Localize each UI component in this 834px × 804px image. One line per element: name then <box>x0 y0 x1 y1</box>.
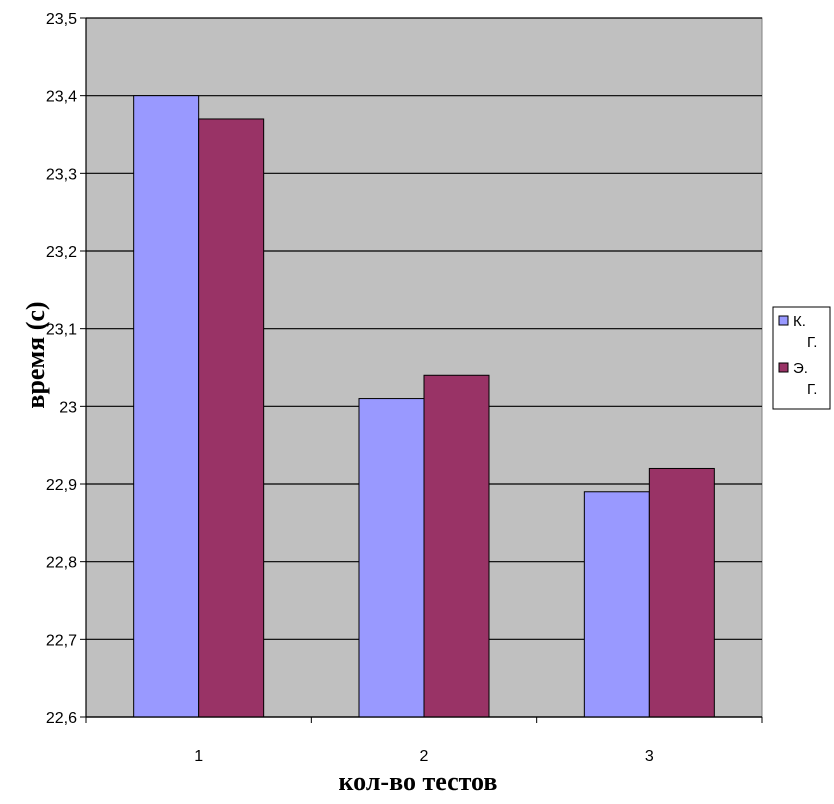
bar <box>648 467 715 718</box>
legend-swatch <box>778 315 789 326</box>
axes <box>80 17 763 723</box>
bar <box>358 398 425 718</box>
bar <box>198 118 265 718</box>
x-tick-label: 2 <box>420 748 429 765</box>
y-tick-label: 23,2 <box>46 244 77 261</box>
legend-label: К.Г. <box>793 313 817 351</box>
y-tick-label: 22,8 <box>46 555 77 572</box>
y-tick-label: 23 <box>59 399 77 416</box>
y-tick-label: 23,1 <box>46 322 77 339</box>
x-tick-label: 3 <box>645 748 654 765</box>
x-tick-label: 1 <box>194 748 203 765</box>
bar <box>423 374 490 718</box>
y-tick-label: 23,5 <box>46 11 77 28</box>
bar <box>133 95 200 718</box>
bar <box>583 491 650 718</box>
legend-swatch <box>778 362 789 373</box>
y-tick-label: 23,3 <box>46 166 77 183</box>
legend-label: Э.Г. <box>793 360 817 398</box>
legend: К.Г. Э.Г. <box>772 306 831 410</box>
x-axis-title: кол-во тестов <box>339 767 498 796</box>
y-tick-label: 22,6 <box>46 710 77 727</box>
y-tick-label: 23,4 <box>46 89 77 106</box>
y-tick-label: 22,7 <box>46 632 77 649</box>
y-axis-title: время (с) <box>21 301 50 408</box>
y-tick-label: 22,9 <box>46 477 77 494</box>
